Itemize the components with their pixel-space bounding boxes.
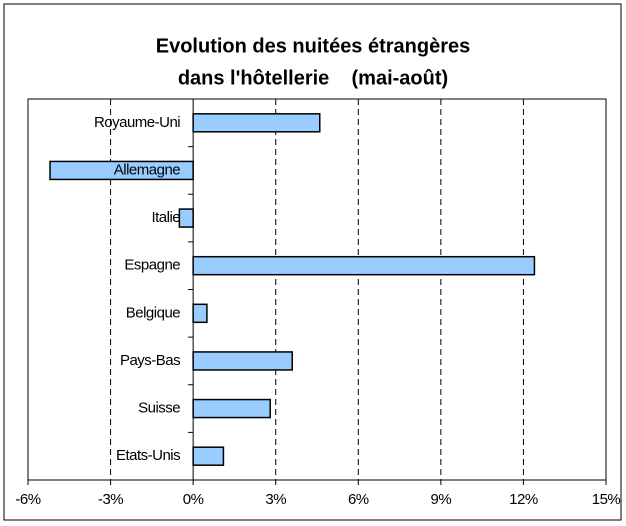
y-tick-label: Suisse — [138, 400, 180, 417]
x-tick-label: 12% — [509, 491, 538, 508]
y-tick-label: Belgique — [126, 304, 181, 321]
x-tick-label: -3% — [98, 491, 123, 508]
bar — [178, 208, 194, 228]
x-tick-label: 9% — [431, 491, 452, 508]
bar — [192, 113, 321, 133]
bar — [49, 160, 194, 181]
chart-title: dans l'hôtellerie (mai-août) — [178, 67, 448, 89]
y-tick-label: Pays-Bas — [120, 352, 180, 369]
y-tick-label: Etats-Unis — [116, 447, 180, 464]
x-tick-label: 15% — [592, 491, 621, 508]
chart-title: Evolution des nuitées étrangères — [156, 35, 471, 57]
bar — [192, 398, 271, 419]
bar — [192, 303, 208, 324]
x-tick-label: -6% — [15, 491, 40, 508]
y-tick-label: Italie — [151, 209, 180, 226]
bar — [192, 351, 293, 371]
x-tick-label: 0% — [183, 491, 204, 508]
x-tick-label: 6% — [348, 491, 369, 508]
y-tick-label: Royaume-Uni — [94, 114, 180, 131]
y-tick-label: Espagne — [124, 257, 180, 274]
bar — [192, 255, 536, 276]
y-tick-label: Allemagne — [114, 161, 181, 178]
x-tick-label: 3% — [265, 491, 286, 508]
plot-area — [27, 98, 607, 481]
bar — [192, 446, 225, 466]
